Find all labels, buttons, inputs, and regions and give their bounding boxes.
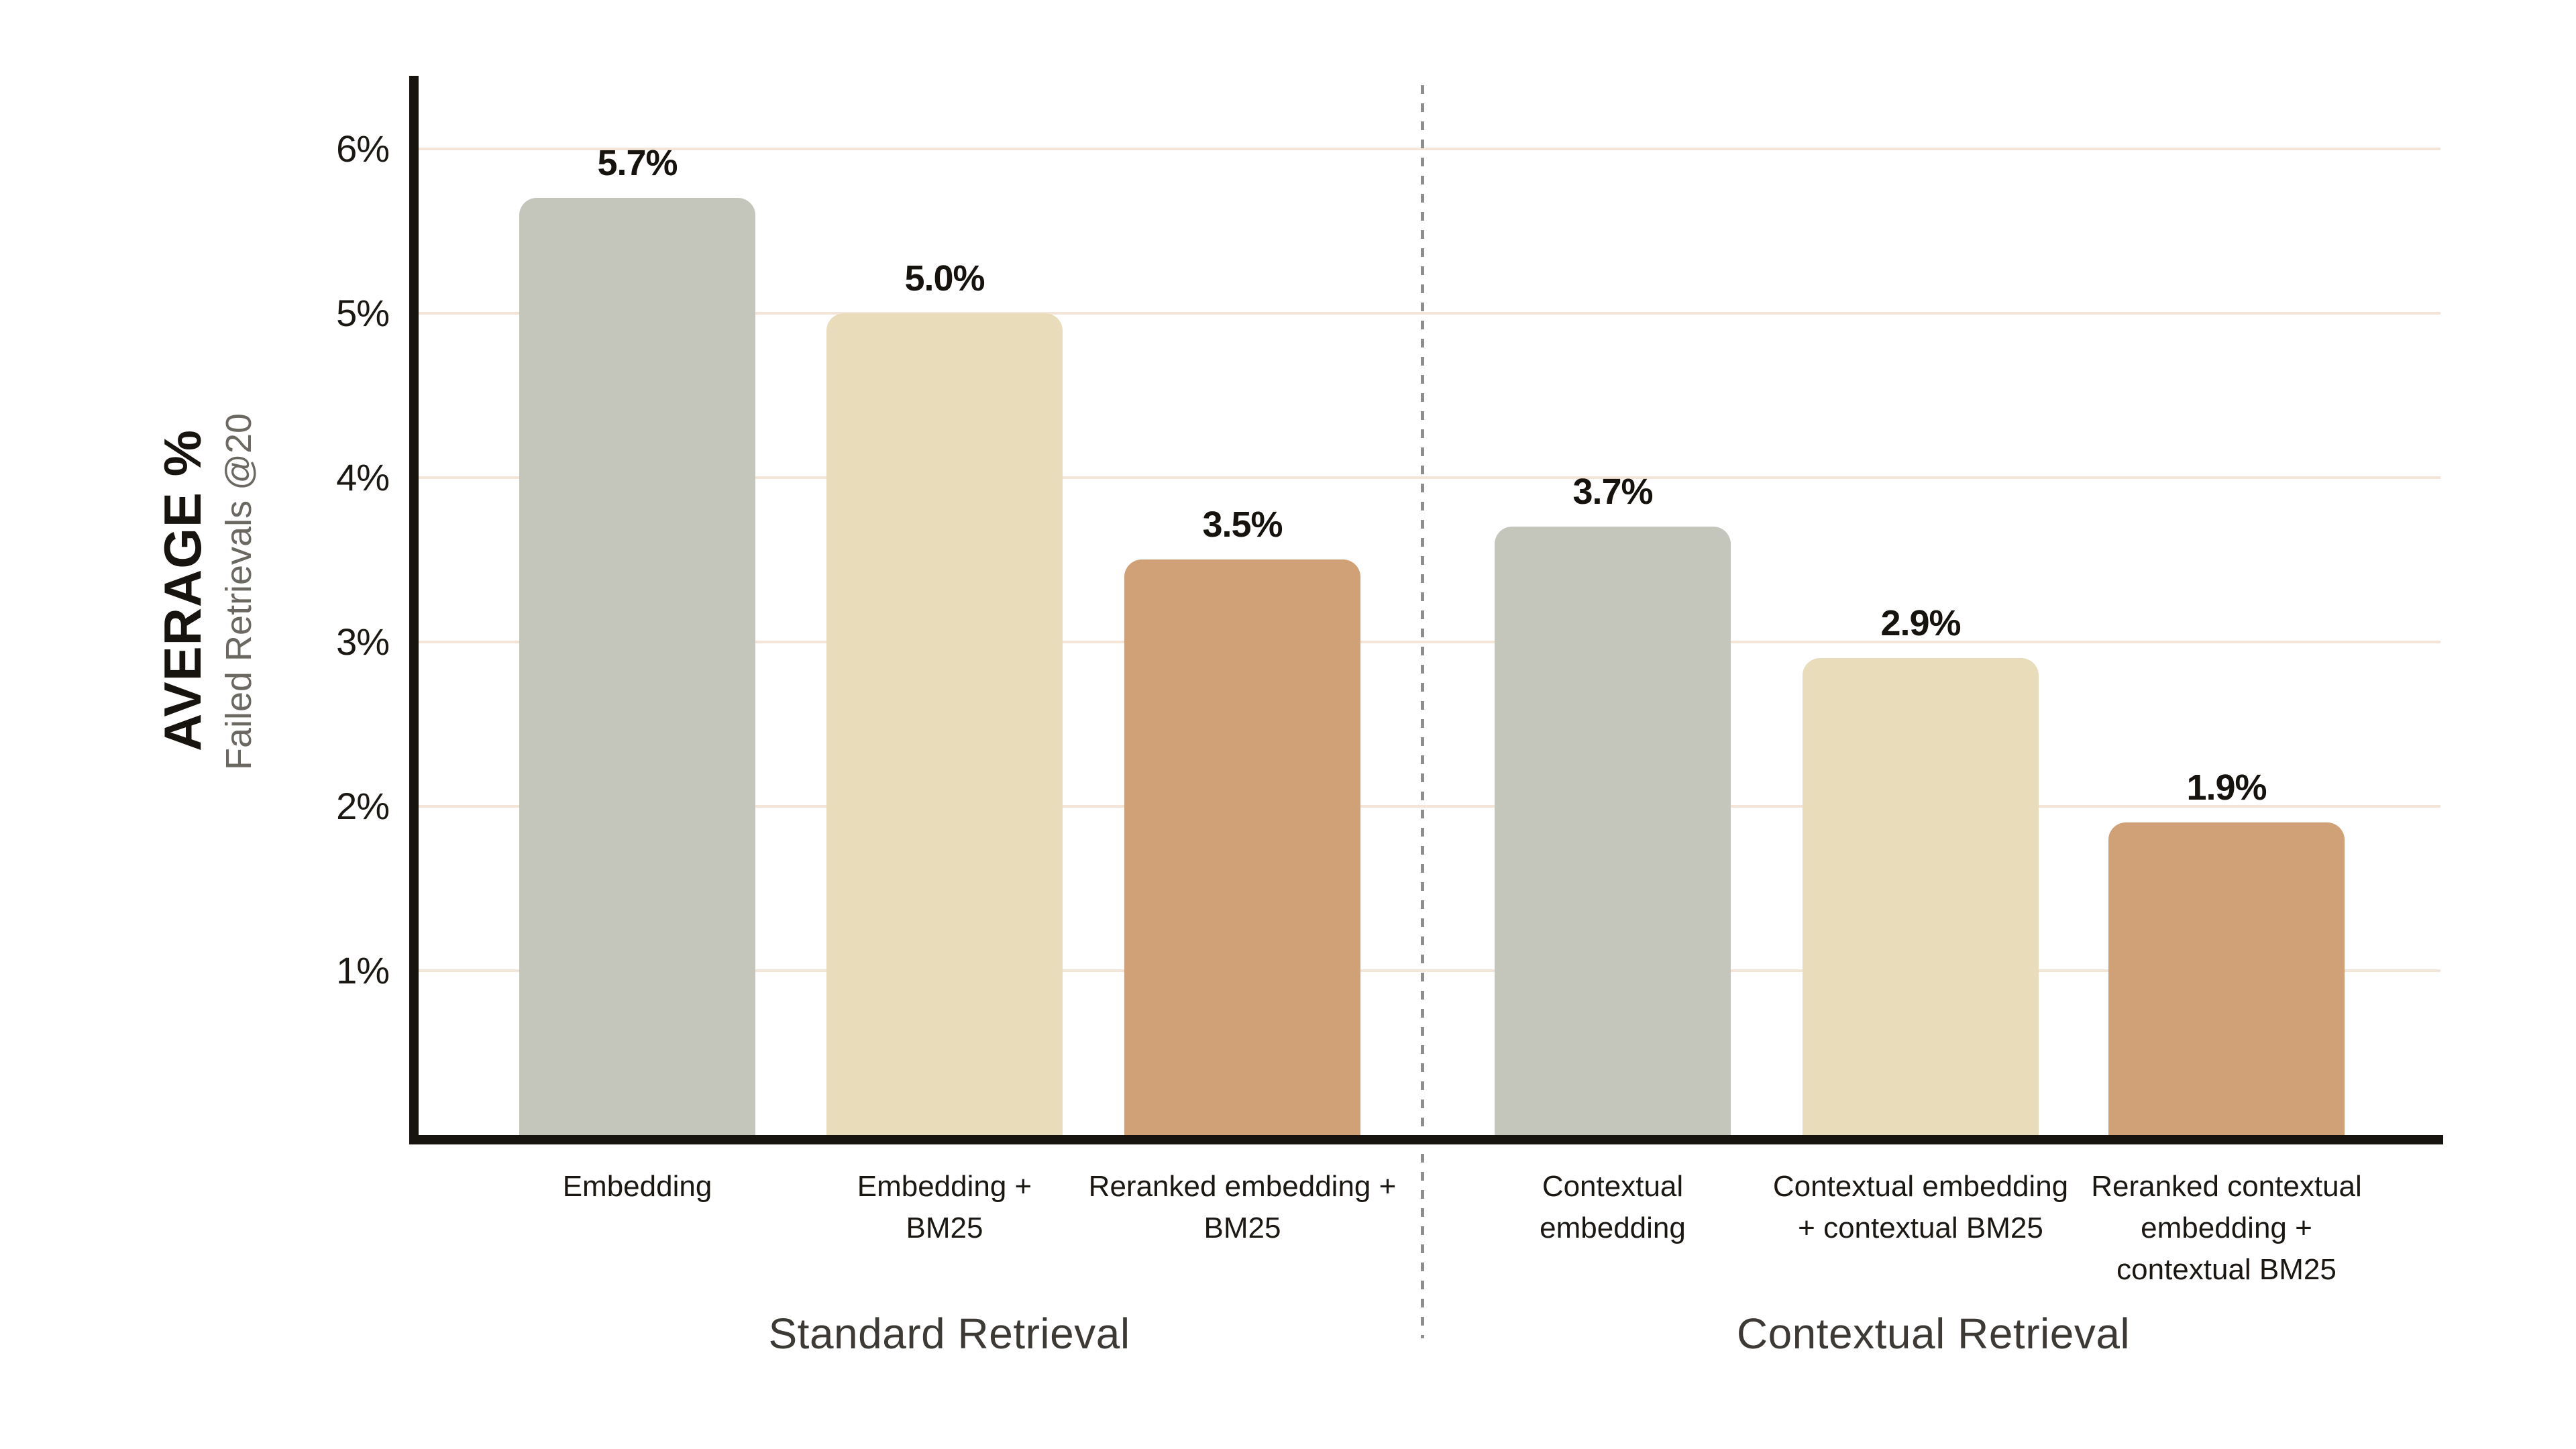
y-tick-label: 4% [336,456,390,498]
bar-category-label: Embedding [562,1170,712,1203]
gridline-6pct [419,148,2440,150]
bar-value-label: 1.9% [2186,767,2267,808]
section-label-contextual-retrieval: Contextual Retrieval [1736,1309,2131,1358]
bar-category-label: Embedding + BM25 [857,1170,1032,1244]
bar-category-label: Reranked embedding + BM25 [1088,1170,1397,1244]
y-tick-label: 2% [336,785,390,827]
y-tick-label: 6% [336,127,390,170]
bar-category-label: Reranked contextual embedding + contextu… [2091,1170,2362,1286]
bar-value-label: 5.7% [597,143,678,183]
y-tick-label: 1% [336,949,390,991]
gridline-4pct [419,476,2440,479]
bar-contextual-embedding-bm25 [1803,658,2039,1135]
y-axis-line [409,76,419,1144]
bar-reranked-contextual-embedding-bm25 [2108,822,2345,1135]
bar-value-label: 3.5% [1202,504,1283,545]
bar-category-label: Contextual embedding + contextual BM25 [1772,1170,2069,1244]
gridline-1pct [419,969,2440,972]
bar-contextual-embedding [1495,527,1731,1135]
y-axis-subtitle: Failed Retrievals @20 [219,413,259,771]
section-label-standard-retrieval: Standard Retrieval [768,1309,1130,1358]
y-tick-label: 3% [336,621,390,663]
gridline-2pct [419,805,2440,808]
bar-value-label: 5.0% [904,258,985,299]
y-tick-label: 5% [336,292,390,334]
x-axis-line [409,1135,2443,1144]
bar-category-label: Contextual embedding [1540,1170,1686,1244]
gridline-5pct [419,312,2440,315]
section-divider-dashed-line [1421,85,1424,1338]
y-axis-title: AVERAGE % [153,429,212,751]
bar-value-label: 3.7% [1572,472,1653,512]
gridline-3pct [419,641,2440,643]
bar-reranked-embedding-bm25 [1124,559,1360,1135]
bar-embedding-bm25 [826,313,1063,1135]
bar-value-label: 2.9% [1880,603,1961,643]
bar-embedding [519,198,755,1135]
